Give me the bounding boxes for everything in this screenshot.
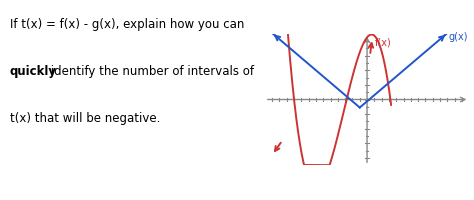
Text: g(x): g(x) (448, 32, 468, 42)
Text: t(x) that will be negative.: t(x) that will be negative. (10, 112, 160, 125)
Text: If t(x) = f(x) - g(x), explain how you can: If t(x) = f(x) - g(x), explain how you c… (10, 18, 244, 31)
Text: quickly: quickly (10, 65, 57, 78)
Text: identify the number of intervals of: identify the number of intervals of (47, 65, 254, 78)
Text: f(x): f(x) (374, 37, 391, 47)
